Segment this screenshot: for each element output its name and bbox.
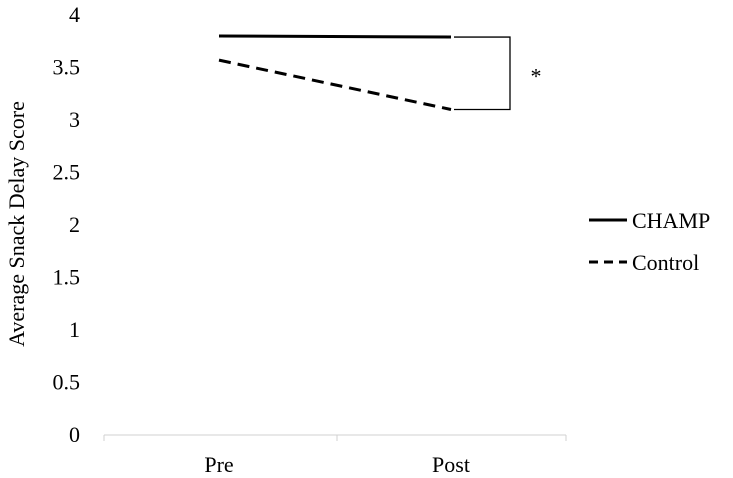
y-axis-title: Average Snack Delay Score: [4, 101, 29, 347]
y-tick-label: 3: [69, 107, 80, 132]
bracket-line: [454, 36, 511, 111]
y-tick-label: 2: [69, 212, 80, 237]
series-lines: [218, 34, 452, 111]
y-tick-label: 1.5: [53, 265, 81, 290]
y-tick-label: 1: [69, 317, 80, 342]
legend: CHAMP Control: [589, 208, 710, 275]
y-axis-ticks: 0 0.5 1 1.5 2 2.5 3 3.5 4: [53, 2, 81, 447]
legend-label-control: Control: [632, 250, 699, 275]
x-tick-label: Post: [432, 452, 470, 477]
y-tick-label: 3.5: [53, 55, 81, 80]
x-tick-label: Pre: [204, 452, 233, 477]
y-tick-label: 0: [69, 422, 80, 447]
x-axis-tick-marks: [103, 435, 567, 441]
series-line-control: [218, 58, 452, 111]
y-tick-label: 0.5: [53, 370, 81, 395]
significance-asterisk: *: [531, 63, 542, 88]
series-line-champ: [218, 34, 452, 39]
x-axis-labels: Pre Post: [204, 452, 470, 477]
legend-label-champ: CHAMP: [632, 208, 710, 233]
y-tick-label: 4: [69, 2, 80, 27]
significance-bracket: *: [454, 36, 542, 111]
y-tick-label: 2.5: [53, 160, 81, 185]
